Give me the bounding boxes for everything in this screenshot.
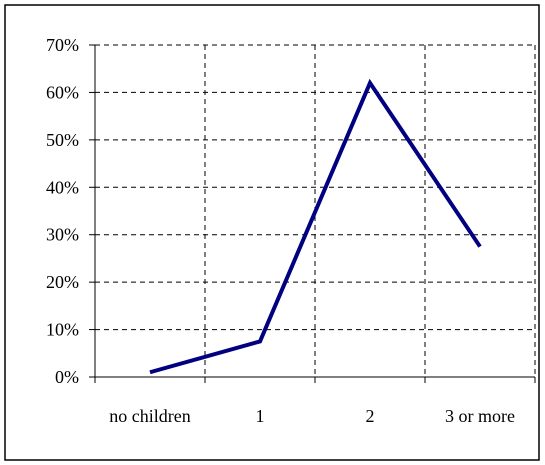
series-group bbox=[149, 78, 482, 375]
x-tick-label: 2 bbox=[366, 406, 375, 426]
y-tick-label: 40% bbox=[46, 177, 79, 197]
x-tick-label: no children bbox=[109, 406, 190, 426]
series-line bbox=[149, 78, 482, 375]
y-tick-label: 30% bbox=[46, 225, 79, 245]
x-tick-label: 1 bbox=[256, 406, 265, 426]
y-tick-label: 20% bbox=[46, 272, 79, 292]
y-tick-label: 60% bbox=[46, 82, 79, 102]
y-tick-label: 10% bbox=[46, 320, 79, 340]
y-tick-label: 70% bbox=[46, 35, 79, 55]
x-axis-tick-labels: no children 1 2 3 or more bbox=[109, 406, 515, 426]
y-tick-label: 0% bbox=[55, 367, 79, 387]
y-tick-label: 50% bbox=[46, 130, 79, 150]
chart-border bbox=[4, 4, 540, 461]
axes bbox=[89, 44, 536, 383]
x-tick-label: 3 or more bbox=[445, 406, 515, 426]
y-axis-tick-labels: 0% 10% 20% 30% 40% 50% 60% 70% bbox=[46, 35, 79, 387]
grid-lines bbox=[95, 44, 536, 377]
